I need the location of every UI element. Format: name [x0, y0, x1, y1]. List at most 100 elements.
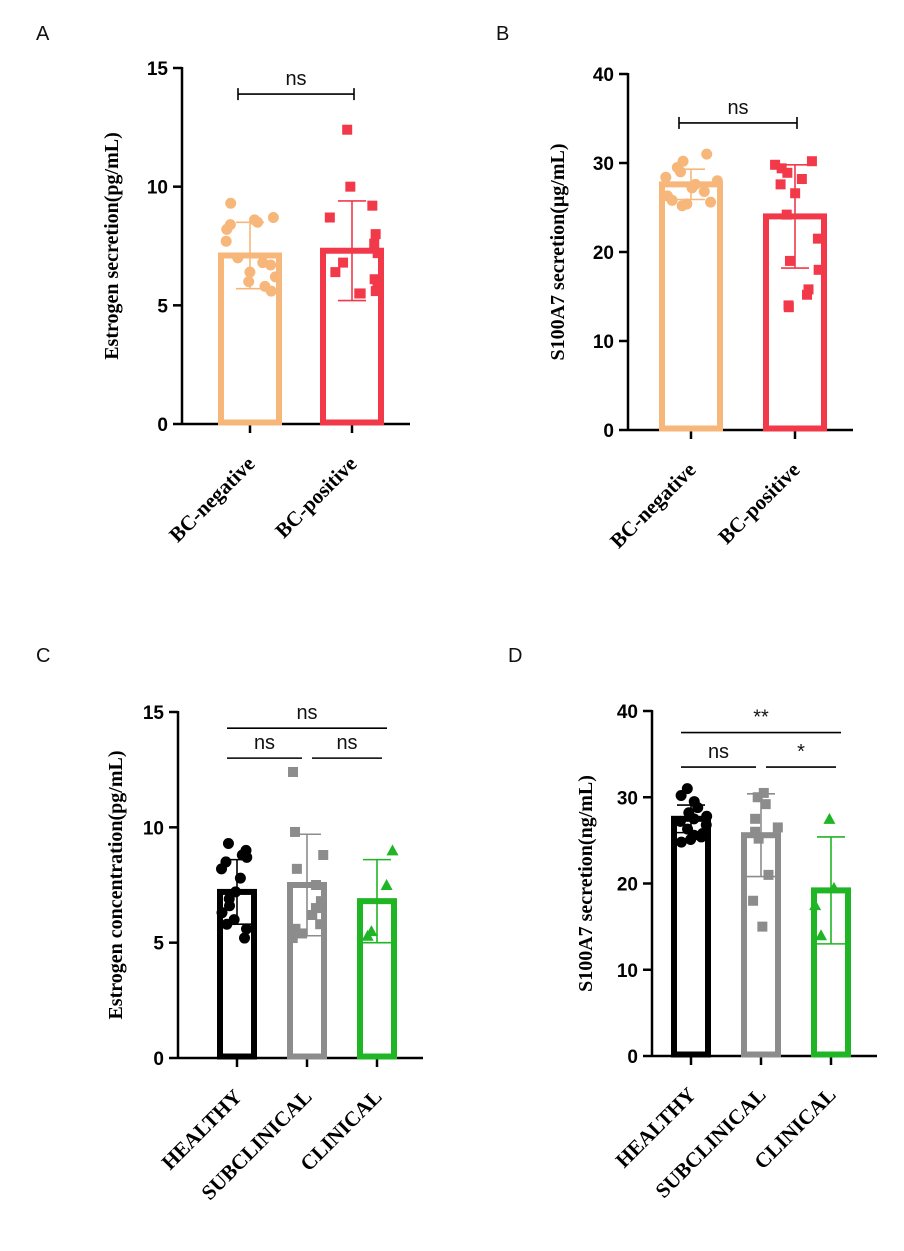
data-point — [225, 197, 237, 209]
data-point — [796, 174, 807, 185]
y-tick-label: 20 — [617, 875, 638, 896]
data-point — [666, 194, 678, 206]
y-tick-label: 30 — [617, 788, 638, 809]
y-tick-label: 0 — [153, 1049, 164, 1070]
data-point — [790, 188, 801, 199]
data-point — [705, 196, 717, 208]
y-tick-label: 5 — [157, 296, 168, 317]
data-point — [809, 899, 822, 911]
data-point — [241, 851, 253, 863]
data-point — [239, 932, 251, 944]
significance-label: ns — [254, 732, 275, 754]
y-tick-label: 20 — [593, 243, 614, 264]
data-point — [297, 928, 308, 939]
y-tick-label: 30 — [593, 154, 614, 175]
y-tick-label: 15 — [147, 59, 169, 80]
x-category-label: BC-negative — [605, 458, 700, 553]
x-category-label: BC-positive — [270, 452, 361, 543]
data-point — [770, 159, 781, 170]
data-point — [803, 284, 814, 295]
data-point — [318, 850, 329, 861]
data-point — [241, 923, 253, 935]
data-point — [698, 185, 710, 197]
data-point — [338, 257, 349, 268]
data-point — [290, 923, 301, 934]
data-point — [711, 175, 723, 187]
data-point — [750, 826, 761, 837]
data-point — [758, 787, 769, 798]
data-point — [369, 274, 380, 285]
y-tick-label: 40 — [617, 702, 638, 723]
data-point — [232, 252, 244, 264]
significance-label: * — [797, 741, 805, 763]
data-point — [370, 286, 381, 297]
data-point — [688, 829, 700, 841]
data-point — [361, 929, 374, 941]
data-point — [700, 819, 712, 831]
y-axis-label: Estrogen secretion(pg/mL) — [101, 132, 123, 360]
data-point — [265, 285, 277, 297]
data-point — [355, 288, 366, 299]
y-tick-label: 40 — [593, 65, 614, 86]
data-point — [676, 200, 688, 212]
data-point — [812, 233, 823, 244]
data-point — [324, 212, 335, 223]
data-point — [269, 271, 281, 283]
data-point — [806, 156, 817, 167]
bar — [659, 181, 723, 432]
significance-label: ns — [296, 702, 317, 724]
data-point — [345, 181, 356, 192]
data-point — [252, 216, 264, 228]
data-point — [307, 909, 318, 920]
data-point — [701, 810, 713, 822]
significance-label: ** — [753, 707, 769, 729]
data-point — [823, 812, 836, 824]
significance-label: ns — [336, 732, 357, 754]
y-tick-label: 10 — [143, 818, 164, 839]
data-point — [267, 212, 279, 224]
data-point — [265, 259, 277, 271]
data-point — [216, 907, 228, 919]
data-point — [757, 921, 768, 932]
data-point — [802, 289, 813, 300]
data-point — [813, 264, 824, 275]
y-axis-label: S100A7 secretion(ng/mL) — [575, 775, 597, 992]
data-point — [760, 799, 771, 810]
data-point — [815, 929, 828, 941]
data-point — [315, 919, 326, 930]
data-point — [781, 209, 792, 220]
data-point — [692, 802, 704, 814]
data-point — [775, 179, 786, 190]
data-point — [763, 869, 774, 880]
data-point — [224, 900, 236, 912]
data-point — [216, 863, 228, 875]
data-point — [244, 266, 256, 278]
data-point — [701, 148, 713, 160]
panel-b-chart: 0 10 20 30 40 S100A7 secretion(μg/mL) BC-negat… — [547, 65, 853, 553]
data-point — [750, 813, 761, 824]
data-point — [782, 167, 793, 178]
data-point — [315, 896, 326, 907]
data-point — [827, 881, 840, 893]
x-category-label: BC-negative — [164, 452, 259, 547]
data-point — [367, 200, 378, 211]
data-point — [291, 863, 302, 874]
data-point — [660, 171, 672, 183]
data-point — [675, 166, 686, 178]
data-point — [370, 229, 381, 240]
panel-label-c: C — [36, 645, 50, 667]
y-tick-label: 5 — [153, 934, 164, 955]
data-point — [234, 872, 246, 884]
data-point — [783, 302, 794, 313]
data-point — [221, 918, 233, 930]
data-point — [230, 886, 242, 898]
data-point — [784, 255, 795, 266]
significance-label: ns — [727, 97, 748, 119]
data-point — [752, 792, 763, 803]
y-tick-label: 10 — [593, 332, 614, 353]
data-point — [287, 933, 298, 944]
y-tick-label: 0 — [627, 1047, 638, 1068]
